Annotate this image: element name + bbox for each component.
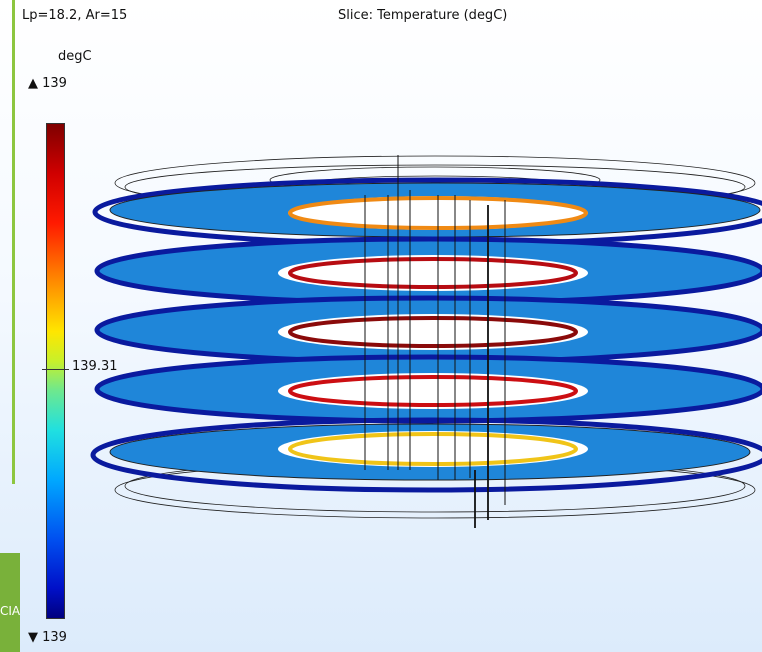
wireframe-verticals [364,155,506,528]
disk-slice-2 [94,236,762,306]
disk-slice-4 [94,354,762,424]
background-accent-block [0,553,20,652]
colorbar-min-label: ▼ 139 [28,630,67,645]
colorbar-unit: degC [58,49,92,64]
disk-slice-1 [92,177,762,247]
plot-title: Slice: Temperature (degC) [338,8,508,23]
colorbar-max-label: ▲ 139 [28,76,67,91]
colorbar-mid-label: 139.31 [72,359,118,374]
background-accent-line [12,0,15,484]
disk-slice-5 [90,417,762,493]
parameter-label: Lp=18.2, Ar=15 [22,8,128,23]
colorbar-mid-tick [42,369,69,370]
disk-slice-3 [94,295,762,365]
background-fragment-text: CIA [0,604,21,618]
colorbar-gradient [46,123,65,619]
